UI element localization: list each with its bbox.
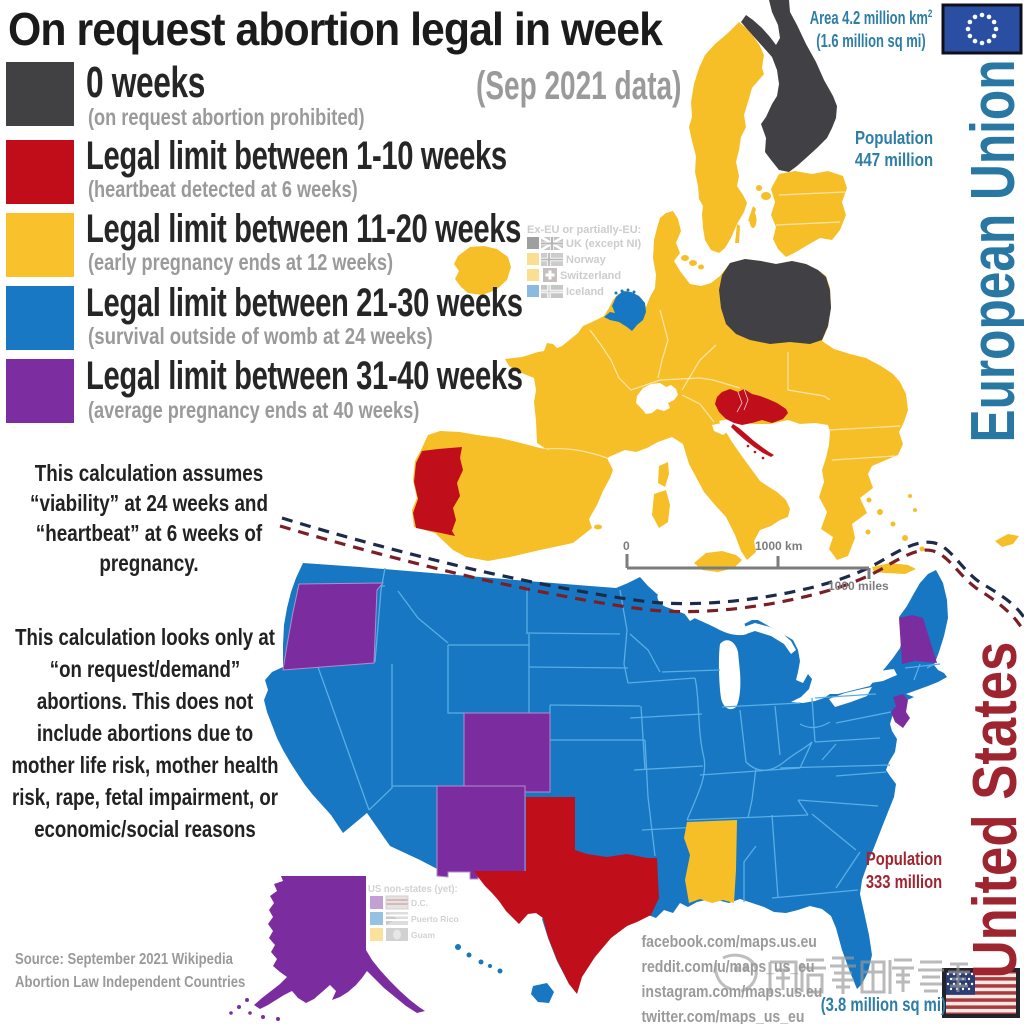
svg-text:Switzerland: Switzerland — [560, 270, 621, 282]
svg-text:Iceland: Iceland — [566, 286, 604, 298]
svg-text:1000 miles: 1000 miles — [828, 579, 889, 593]
svg-text:0: 0 — [623, 539, 630, 553]
svg-text:Guam: Guam — [411, 930, 436, 940]
svg-text:US non-states (yet):: US non-states (yet): — [368, 884, 458, 895]
svg-text:Norway: Norway — [566, 254, 607, 266]
svg-text:Ex-EU or partially-EU:: Ex-EU or partially-EU: — [527, 224, 641, 236]
svg-text:Puerto Rico: Puerto Rico — [411, 914, 459, 924]
svg-text:1000 km: 1000 km — [755, 539, 802, 553]
svg-text:D.C.: D.C. — [411, 898, 428, 908]
svg-text:UK (except NI): UK (except NI) — [566, 238, 642, 250]
